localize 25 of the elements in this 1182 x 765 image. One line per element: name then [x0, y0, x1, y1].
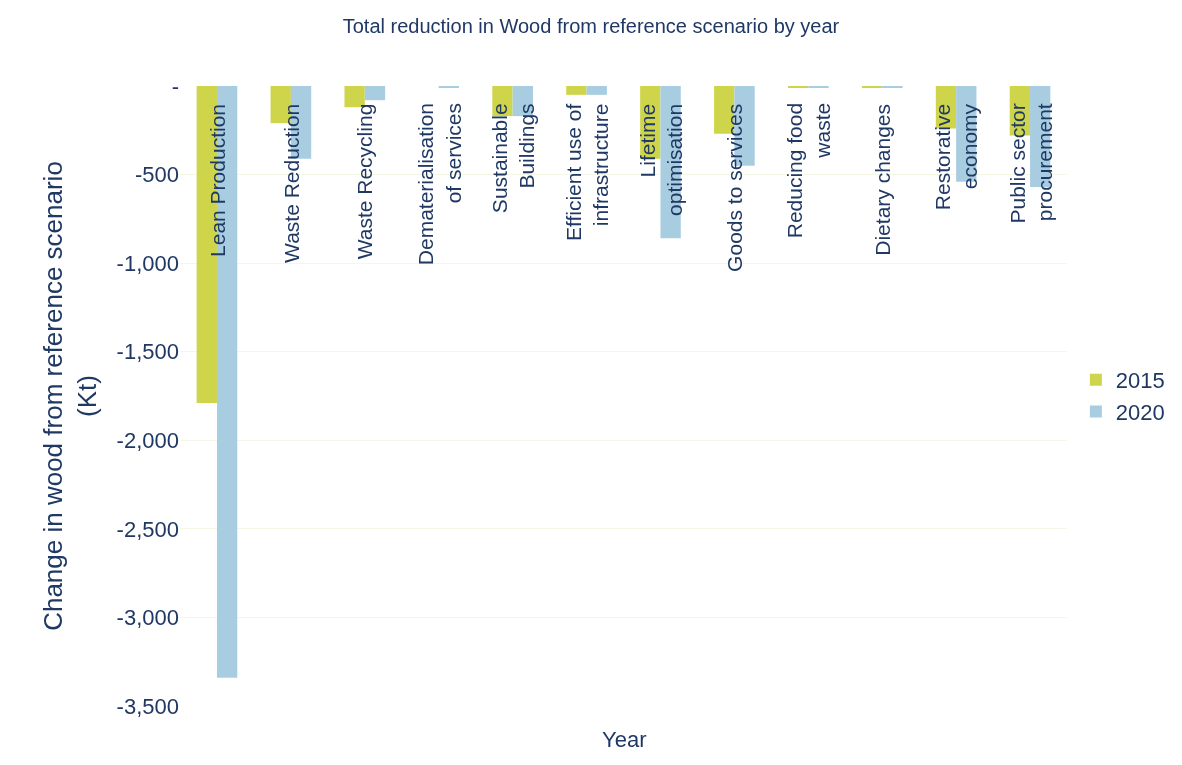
- x-tick-label: Goods to services: [722, 103, 746, 272]
- x-tick-label: Efficient use of infrastructure: [562, 103, 613, 242]
- chart-title: Total reduction in Wood from reference scenario by year: [342, 15, 840, 38]
- x-tick-label: Restorative economy: [931, 103, 982, 211]
- y-tick-label: -2,500: [116, 516, 179, 542]
- y-tick-label: -: [171, 73, 179, 99]
- y-tick-label: -3,000: [116, 605, 179, 631]
- x-tick-label: Reducing food waste: [783, 102, 834, 239]
- x-tick-label: Waste Recycling: [353, 103, 377, 260]
- legend-label: 2020: [1115, 399, 1165, 425]
- y-tick-label: -1,500: [116, 339, 179, 365]
- x-tick-label: Sustainable Buildings: [488, 103, 539, 214]
- x-tick-label: Lean Production: [205, 104, 229, 257]
- x-tick-label: Lifetime optimisation: [635, 103, 687, 216]
- y-tick-label: -1,000: [116, 250, 179, 276]
- x-tick-label: Dematerialisation of services: [414, 102, 465, 266]
- x-tick-label: Public sector procurement: [1005, 103, 1056, 224]
- y-tick-label: -500: [134, 162, 179, 188]
- y-axis-title: Change in wood from reference scenario (Kt): [38, 161, 103, 631]
- x-tick-label: Waste Reduction: [279, 103, 303, 263]
- x-tick-label: Dietary changes: [870, 103, 894, 256]
- x-axis-title: Year: [602, 727, 647, 752]
- y-tick-label: -3,500: [116, 693, 179, 719]
- y-tick-label: -2,000: [116, 427, 179, 453]
- legend-label: 2015: [1115, 368, 1165, 394]
